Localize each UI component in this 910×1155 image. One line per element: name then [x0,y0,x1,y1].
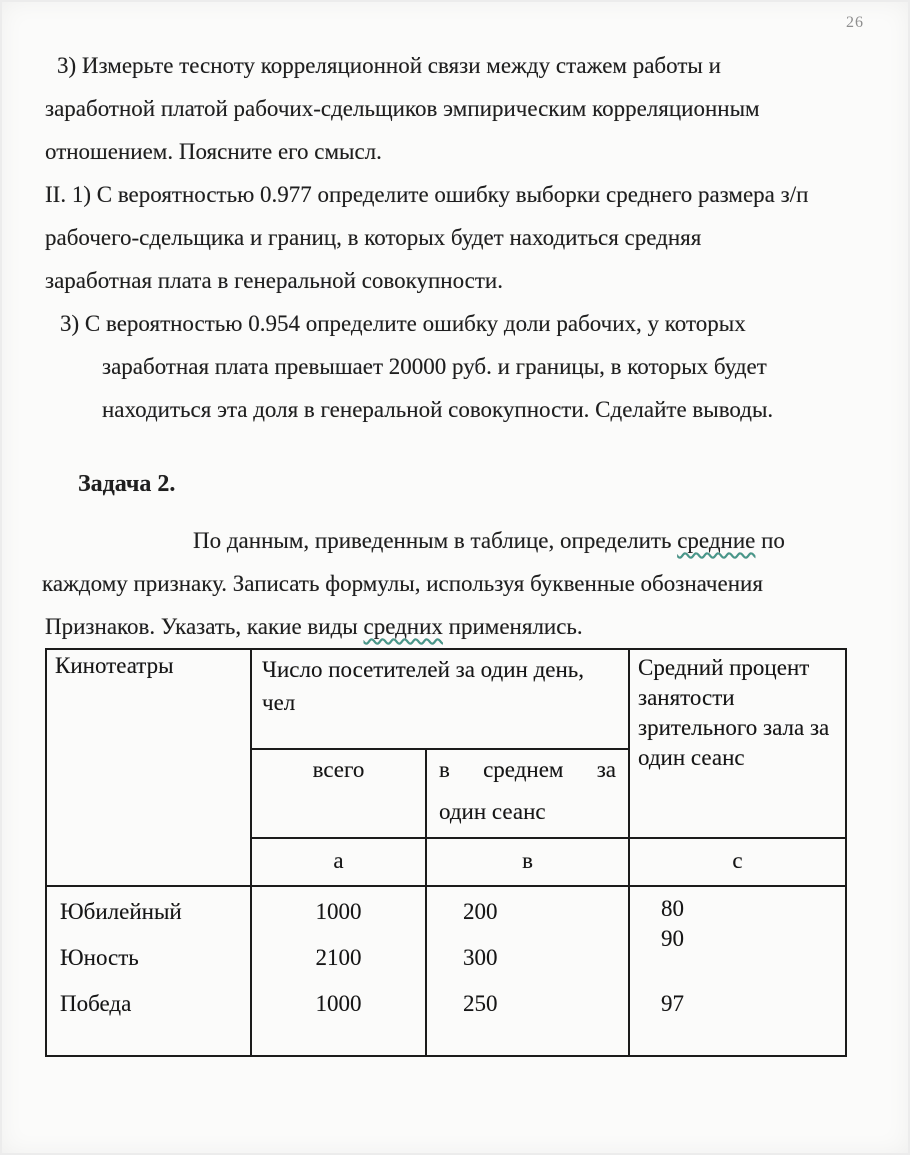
subheader-avg-line1: в среднем за [439,757,616,782]
spellcheck-marked-word: средние [677,528,756,553]
total-visitors-value: 2100 [315,945,362,970]
section-exercises: 3) Измерьте тесноту корреляционной связи… [0,44,910,431]
text-line: II. 1) С вероятностью 0.977 определите о… [45,182,809,207]
table-header-occupancy: Средний процент занятости зрительного за… [628,648,847,839]
page-number: 26 [846,14,864,31]
total-visitors-cell: 1000 2100 1000 [250,885,427,1057]
table-subheader-total: всего [250,748,427,839]
text-line: отношением. Поясните его смысл. [45,139,382,164]
text-line: заработная плата превышает 20000 руб. и … [102,354,767,379]
text-line: По данным, приведенным в таблице, опреде… [0,519,910,562]
intro-text: применялись. [442,614,583,639]
text-line: каждому признаку. Записать формулы, испо… [42,571,763,596]
table-header-visitors: Число посетителей за один день, чел [250,648,630,750]
column-letter-b: в [425,837,630,887]
cinema-name: Юность [60,945,139,970]
subheader-avg-line2: один сеанс [439,799,546,824]
task2-intro: По данным, приведенным в таблице, опреде… [0,519,910,648]
occupancy-percent-cell: 80 90 97 [628,885,847,1057]
cinema-name: Победа [60,991,132,1016]
text-line: заработная плата в генеральной совокупно… [45,268,503,293]
avg-per-session-value: 200 [463,899,498,924]
occupancy-value: 90 [661,926,684,951]
table-data-row: Юбилейный Юность Победа 1000 2100 1000 2… [45,885,847,1057]
total-visitors-value: 1000 [315,991,362,1016]
occupancy-value: 97 [661,991,684,1016]
intro-text: Признаков. Указать, какие виды [45,614,364,639]
column-letter-a: а [250,837,427,887]
text-line: Признаков. Указать, какие виды средних п… [0,605,910,648]
text-line: рабочего-сдельщика и границ, в которых б… [45,225,702,250]
column-letter-c: с [628,837,847,887]
task2-heading: Задача 2. [78,471,176,497]
spellcheck-marked-word: средних [363,614,443,639]
cinema-name: Юбилейный [60,899,182,924]
text-line: 3) С вероятностью 0.954 определите ошибк… [60,311,746,336]
text-line: 3) Измерьте тесноту корреляционной связи… [57,53,721,78]
avg-per-session-value: 300 [463,945,498,970]
table-header-row: Кинотеатры Число посетителей за один ден… [45,648,847,887]
text-line: находиться эта доля в генеральной совоку… [102,397,774,422]
total-visitors-value: 1000 [315,899,362,924]
intro-text: по [755,528,785,553]
table-letter-row: а в с [46,837,847,887]
avg-per-session-cell: 200 300 250 [425,885,630,1057]
text-line: заработной платой рабочих-сдельщиков эмп… [45,96,760,121]
occupancy-value: 80 [661,896,684,921]
table-subheader-avg: в среднем за один сеанс [425,748,630,839]
cinema-table: Кинотеатры Число посетителей за один ден… [45,648,847,1057]
cinema-names-cell: Юбилейный Юность Победа [45,885,252,1057]
table-subheader-row: всего в среднем за один сеанс [46,748,846,839]
avg-per-session-value: 250 [463,991,498,1016]
table-header-cinemas: Кинотеатры [45,648,252,887]
intro-text: По данным, приведенным в таблице, опреде… [193,528,678,553]
